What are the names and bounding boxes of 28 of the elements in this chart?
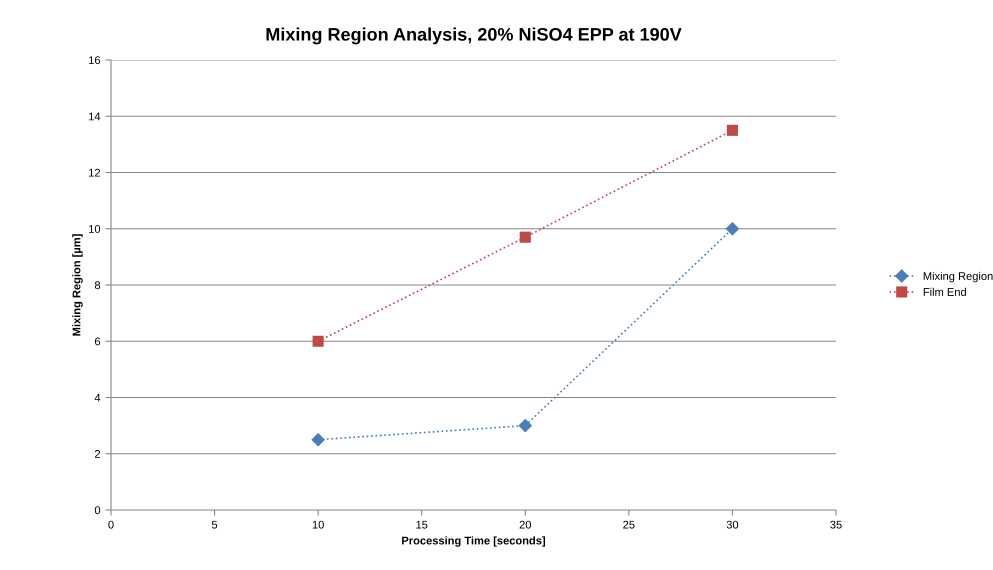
point — [312, 336, 324, 347]
y-tick-label: 12 — [89, 168, 100, 177]
x-axis-title: Processing Time [seconds] — [402, 536, 546, 547]
point — [312, 433, 325, 446]
y-tick-label: 14 — [89, 112, 100, 120]
x-tick-label: 30 — [726, 520, 738, 529]
x-tick-label: 0 — [108, 520, 114, 529]
x-tick-label: 15 — [416, 520, 428, 529]
y-tick-label: 2 — [94, 450, 100, 458]
point — [520, 232, 531, 243]
y-tick-label: 0 — [94, 506, 100, 514]
y-tick-label: 8 — [94, 281, 100, 290]
x-tick-label: 20 — [520, 520, 532, 529]
point — [518, 419, 532, 432]
point — [726, 222, 740, 236]
x-tick-label: 35 — [830, 520, 842, 529]
y-tick-label: 10 — [89, 225, 100, 233]
x-tick-label: 10 — [312, 520, 324, 529]
y-axis-title: Mixing Region [µm] — [72, 234, 83, 336]
y-tick-label: 16 — [89, 56, 100, 64]
point — [726, 124, 738, 136]
y-tick-label: 6 — [94, 338, 100, 346]
chart-title: Mixing Region Analysis, 20% NiSO4 EPP at 190V — [266, 27, 682, 44]
x-tick-label: 25 — [623, 520, 635, 529]
y-tick-label: 4 — [94, 394, 100, 402]
legend-label: Film End — [924, 288, 966, 296]
legend-label: Mixing Region — [924, 272, 993, 282]
x-tick-label: 5 — [212, 520, 218, 529]
